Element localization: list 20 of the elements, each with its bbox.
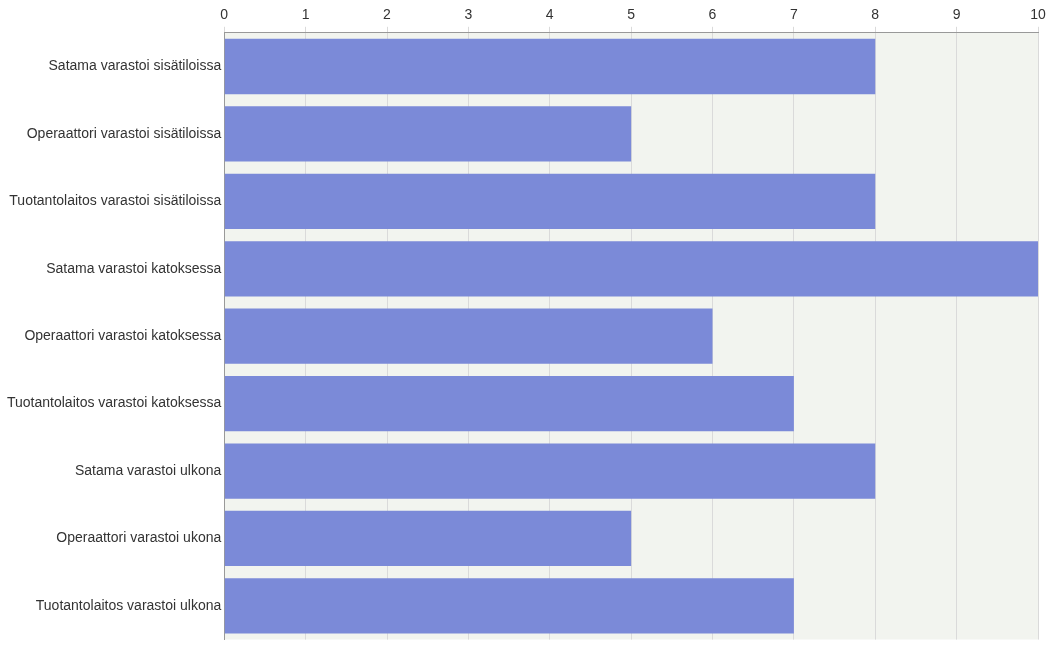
y-tick-label: Tuotantolaitos varastoi sisätiloissa [9, 192, 222, 209]
y-tick-label: Operaattori varastoi katoksessa [24, 327, 222, 344]
x-tick-label: 6 [708, 6, 717, 23]
x-tick-label: 7 [789, 6, 798, 23]
x-tick-label: 8 [871, 6, 880, 23]
x-tick-label: 4 [545, 6, 554, 23]
y-tick-label: Operaattori varastoi ukona [56, 529, 222, 546]
x-tick-label: 9 [952, 6, 961, 23]
x-tick-label: 3 [464, 6, 473, 23]
x-tick-label: 1 [301, 6, 310, 23]
y-tick-label: Satama varastoi katoksessa [46, 259, 222, 276]
x-tick-label: 0 [220, 6, 229, 23]
y-tick-label: Satama varastoi ulkona [74, 461, 222, 478]
x-tick-label: 2 [383, 6, 392, 23]
x-tick-label: 10 [1030, 6, 1046, 23]
x-tick-label: 5 [627, 6, 636, 23]
y-tick-label: Satama varastoi sisätiloissa [48, 57, 222, 74]
y-tick-label: Tuotantolaitos varastoi katoksessa [6, 394, 222, 411]
y-tick-label: Operaattori varastoi sisätiloissa [26, 124, 222, 141]
y-tick-label: Tuotantolaitos varastoi ulkona [35, 596, 222, 613]
